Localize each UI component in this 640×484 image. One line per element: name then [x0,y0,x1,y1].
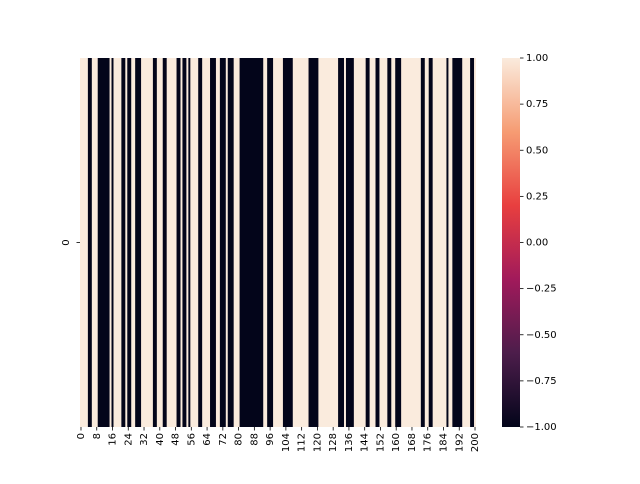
colorbar-tick-label: −0.25 [526,284,557,295]
x-tick-label: 184 [438,433,449,452]
x-tick-label: 64 [202,433,213,446]
heatmap-cell-run [135,58,142,427]
heatmap-cell-run [97,58,110,427]
x-tick-label: 16 [108,433,119,446]
heatmap-cell-run [308,58,319,427]
x-tick-label: 104 [281,433,292,452]
heatmap-cell-run [227,58,234,427]
y-axis: 0 [61,239,80,246]
colorbar-tick-label: −1.00 [526,422,557,433]
x-tick-label: 32 [139,433,150,446]
heatmap-cell-run [188,58,191,427]
x-tick-label: 192 [454,433,465,452]
colorbar-tick-label: 1.00 [526,53,548,64]
x-tick-label: 88 [249,433,260,446]
x-tick-label: 128 [328,433,339,452]
x-tick-label: 112 [297,433,308,452]
x-tick-label: 200 [470,433,481,452]
x-tick-label: 80 [234,433,245,446]
colorbar-axis: 1.00 0.75 0.50 0.25 0.00 −0.25 −0.50 −0.75 −1.00 [520,53,557,433]
x-tick-label: 96 [265,433,276,446]
heatmap-cell-run [446,58,449,427]
heatmap-cell-run [162,58,167,427]
heatmap-cell-run [210,58,216,427]
colorbar-tick-label: 0.50 [526,145,548,156]
x-tick-label: 168 [407,433,418,452]
heatmap-cell-run [395,58,402,427]
x-tick-label: 144 [360,433,371,452]
heatmap-cell-run [121,58,126,427]
heatmap-cell-run [152,58,157,427]
x-tick-label: 152 [375,433,386,452]
heatmap-cell-run [176,58,181,427]
x-tick-label: 40 [155,433,166,446]
heatmap-cell-run [127,58,132,427]
heatmap-cell-run [198,58,203,427]
x-tick-label: 0 [76,433,87,439]
x-tick-label: 120 [312,433,323,452]
colorbar-tick-label: −0.75 [526,376,557,387]
x-tick-label: 56 [186,433,197,446]
heatmap-cell-run [87,58,92,427]
x-tick-label: 8 [92,433,103,439]
heatmap-cell-run [282,58,293,427]
heatmap-cell-run [345,58,354,427]
heatmap-cell-run [338,58,344,427]
x-axis: 0 8 16 24 32 40 48 56 64 72 80 88 96 104 112 120 128 136 1… [76,427,481,452]
heatmap-cell-run [111,58,114,427]
colorbar-tick-label: 0.75 [526,99,548,110]
colorbar [502,58,520,427]
heatmap-cells [87,58,475,427]
heatmap-cell-run [267,58,274,427]
heatmap-cell-run [239,58,264,427]
heatmap-cell-run [428,58,433,427]
heatmap-cell-run [375,58,380,427]
y-tick-label: 0 [61,239,72,245]
x-tick-label: 160 [391,433,402,452]
heatmap-background [80,58,476,427]
heatmap-cell-run [387,58,392,427]
heatmap-cell-run [420,58,425,427]
x-tick-label: 72 [218,433,229,446]
heatmap-cell-run [365,58,370,427]
x-tick-label: 136 [344,433,355,452]
x-tick-label: 24 [123,433,134,446]
heatmap-cell-run [219,58,226,427]
colorbar-tick-label: 0.25 [526,191,548,202]
x-tick-label: 48 [171,433,182,446]
colorbar-tick-label: −0.50 [526,330,557,341]
heatmap-cell-run [182,58,187,427]
x-tick-label: 176 [423,433,434,452]
heatmap-cell-run [452,58,463,427]
colorbar-tick-label: 0.00 [526,238,548,249]
heatmap-cell-run [470,58,475,427]
